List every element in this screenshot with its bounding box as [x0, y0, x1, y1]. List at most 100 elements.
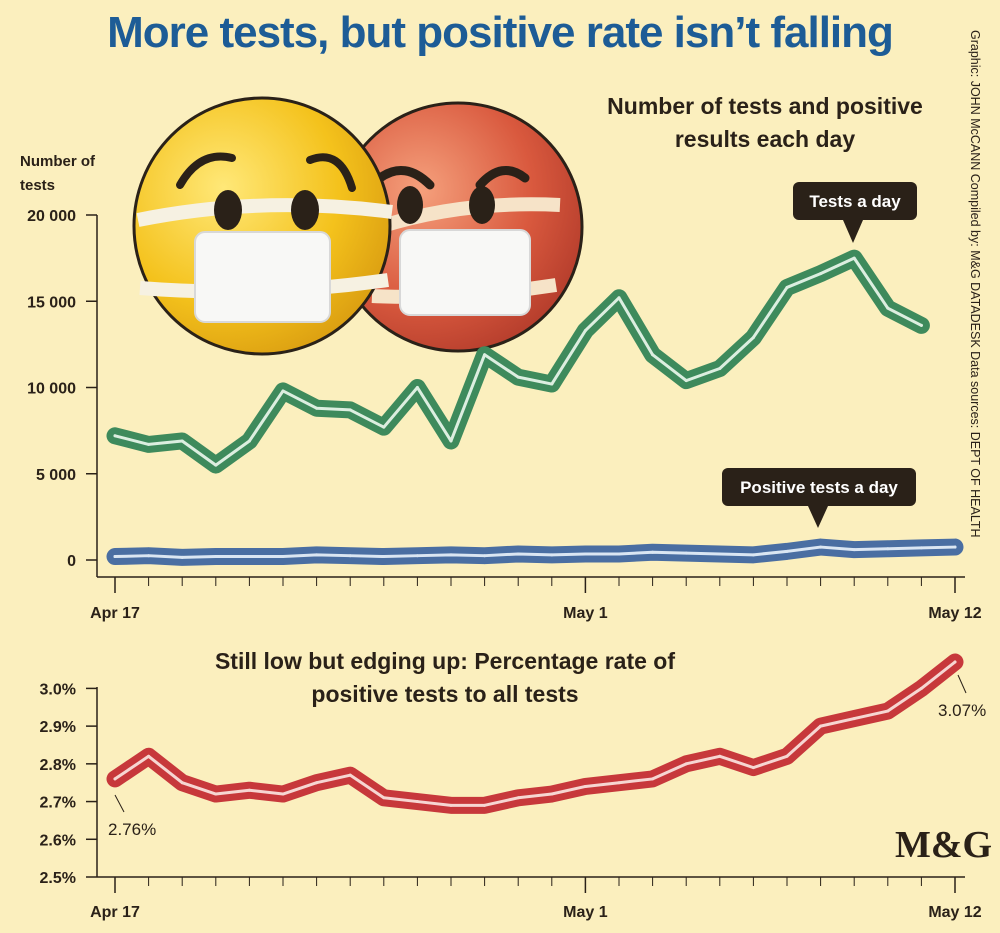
y-tick-label: 20 000	[27, 208, 76, 225]
positive-tests-point	[315, 553, 319, 557]
positive-rate-point	[449, 803, 453, 807]
tests-a-day-point	[113, 434, 117, 438]
positive-tests-label: Positive tests a day	[740, 478, 898, 497]
tests-a-day-point	[382, 425, 386, 429]
positive-tests-point	[953, 545, 957, 549]
positive-rate-point	[214, 792, 218, 796]
x-tick-label: May 12	[928, 904, 981, 921]
source-credit: Graphic: JOHN McCANN Compiled by: M&G DA…	[968, 30, 982, 538]
x-tick-label: May 1	[563, 904, 608, 921]
positive-rate-point	[852, 717, 856, 721]
positive-rate-point	[583, 784, 587, 788]
positive-tests-point	[147, 554, 151, 558]
positive-tests-point	[449, 553, 453, 557]
y-tick-label: 0	[67, 553, 76, 570]
mg-logo: M&G	[895, 824, 992, 866]
y-tick-label: 2.9%	[40, 719, 76, 736]
tests-a-day-point	[348, 408, 352, 412]
start-rate-annotation: 2.76%	[108, 794, 156, 839]
positive-tests-point	[684, 551, 688, 555]
tests-a-day-point	[315, 406, 319, 410]
positive-rate-point	[751, 766, 755, 770]
tests-a-day-point	[214, 463, 218, 467]
positive-rate-point	[550, 792, 554, 796]
rate-chart-title: Still low but edging up: Percentage rate…	[214, 648, 676, 707]
positive-tests-point	[751, 553, 755, 557]
tests-a-day-point	[919, 323, 923, 327]
positive-rate-point	[315, 781, 319, 785]
headline: More tests, but positive rate isn’t fall…	[107, 8, 894, 57]
tests-a-day-point	[718, 367, 722, 371]
rate-chart: 3.0% 2.9% 2.8% 2.7% 2.6% 2.5% Apr 17 May 1 May …	[40, 653, 986, 921]
x-tick-label: May 1	[563, 605, 608, 622]
tests-a-day-point	[651, 353, 655, 357]
tests-a-day-point	[483, 353, 487, 357]
positive-tests-point	[651, 550, 655, 554]
positive-rate-point	[382, 796, 386, 800]
worried-mask-emoji-icon	[132, 96, 393, 356]
tests-a-day-label: Tests a day	[809, 192, 901, 211]
positive-tests-point	[516, 552, 520, 556]
positive-tests-point	[886, 547, 890, 551]
tests-a-day-point	[617, 296, 621, 300]
positive-tests-point	[348, 554, 352, 558]
positive-rate-point	[651, 777, 655, 781]
y-tick-label: 2.5%	[40, 870, 76, 887]
positive-tests-point	[180, 555, 184, 559]
positive-tests-point	[415, 554, 419, 558]
tests-a-day-point	[147, 442, 151, 446]
positive-rate-point	[247, 788, 251, 792]
positive-rate-point	[113, 777, 117, 781]
tests-a-day-point	[852, 256, 856, 260]
tests-a-day-point	[281, 389, 285, 393]
y-tick-label: 2.6%	[40, 832, 76, 849]
positive-tests-point	[214, 555, 218, 559]
positive-rate-point	[415, 800, 419, 804]
tests-a-day-point	[247, 439, 251, 443]
positive-tests-point	[785, 549, 789, 553]
positive-rate-point	[617, 781, 621, 785]
positive-tests-point	[919, 546, 923, 550]
end-rate-annotation: 3.07%	[938, 674, 986, 720]
positive-tests-callout: Positive tests a day	[722, 468, 916, 528]
end-rate-label: 3.07%	[938, 701, 986, 720]
y-tick-label: 3.0%	[40, 681, 76, 698]
tests-chart-title: Number of tests and positive results eac…	[607, 93, 923, 152]
tests-chart: 20 000 15 000 10 000 5 000 0 Apr 17 May 1 May …	[27, 182, 982, 622]
tests-a-day-point	[684, 379, 688, 383]
positive-tests-point	[583, 552, 587, 556]
positive-rate-point	[785, 754, 789, 758]
angry-mask-emoji-icon	[332, 101, 584, 353]
positive-tests-point	[247, 555, 251, 559]
tests-a-day-point	[751, 335, 755, 339]
y-tick-label: 2.7%	[40, 795, 76, 812]
x-tick-label: Apr 17	[90, 904, 140, 921]
positive-rate-point	[483, 803, 487, 807]
tests-a-day-callout: Tests a day	[793, 182, 917, 243]
positive-tests-point	[852, 548, 856, 552]
start-rate-label: 2.76%	[108, 820, 156, 839]
tests-a-day-point	[180, 439, 184, 443]
positive-tests-point	[550, 553, 554, 557]
positive-rate-point	[718, 754, 722, 758]
y-tick-label: 10 000	[27, 381, 76, 398]
positive-tests-point	[281, 555, 285, 559]
positive-rate-point	[919, 686, 923, 690]
tests-a-day-point	[886, 306, 890, 310]
tests-a-day-point	[819, 272, 823, 276]
positive-tests-highlight	[113, 545, 957, 559]
y-tick-label: 15 000	[27, 294, 76, 311]
tests-a-day-point	[516, 375, 520, 379]
positive-rate-point	[953, 660, 957, 664]
y-tick-label: 5 000	[36, 467, 76, 484]
tests-a-day-point	[785, 285, 789, 289]
y-tick-label: 2.8%	[40, 757, 76, 774]
x-tick-label: May 12	[928, 605, 981, 622]
tests-a-day-point	[415, 386, 419, 389]
positive-tests-point	[113, 555, 117, 559]
positive-rate-point	[886, 709, 890, 713]
positive-rate-highlight	[113, 660, 957, 807]
tests-a-day-point	[449, 439, 453, 443]
number-of-tests-label: Number of tests	[20, 153, 95, 194]
